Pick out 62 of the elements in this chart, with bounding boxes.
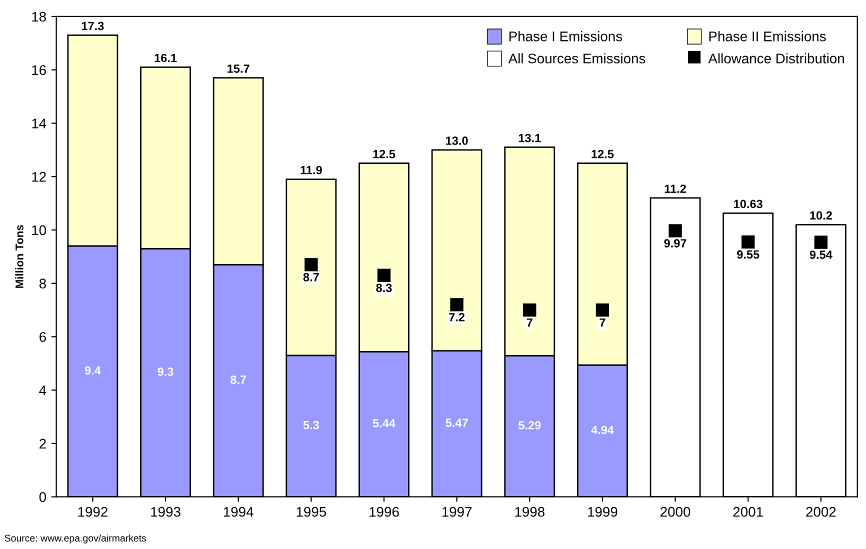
- total-label: 12.5: [373, 150, 396, 158]
- data-label: 7: [526, 318, 532, 327]
- total-label: 11.9: [300, 166, 322, 174]
- x-tick-label: 1993: [151, 506, 180, 517]
- total-label: 15.7: [228, 64, 250, 73]
- y-tick-label: 6: [40, 332, 46, 342]
- y-tick-label: 2: [40, 438, 46, 449]
- x-tick-label: 1992: [78, 506, 108, 517]
- total-label: 10.63: [734, 200, 762, 208]
- data-label: 5.3: [303, 420, 319, 430]
- total-label: 16.1: [154, 54, 177, 62]
- data-label: 5.44: [372, 419, 396, 428]
- y-tick-label: 14: [32, 118, 46, 128]
- x-tick-label: 1994: [224, 506, 254, 517]
- point: [668, 224, 682, 238]
- total-label: 13.1: [518, 134, 541, 142]
- data-label: 8.7: [230, 376, 246, 384]
- total-label: 12.5: [592, 150, 614, 158]
- legend-label: Phase I Emissions: [509, 31, 622, 42]
- point: [377, 268, 391, 282]
- y-tick-label: 0: [39, 492, 46, 502]
- x-tick-label: 1995: [296, 506, 326, 517]
- point: [742, 235, 755, 249]
- y-tick-label: 16: [32, 65, 46, 76]
- data-label: 8.7: [303, 272, 319, 282]
- y-axis-title: Million Tons: [15, 225, 24, 288]
- data-label: 9.55: [737, 250, 760, 259]
- x-tick-label: 2000: [660, 506, 690, 517]
- total-label: 17.3: [82, 22, 104, 30]
- data-label: 8.3: [376, 284, 392, 292]
- y-tick-label: 18: [32, 12, 46, 22]
- data-label: 5.47: [446, 418, 468, 428]
- y-tick-label: 12: [32, 172, 46, 182]
- point: [450, 298, 464, 312]
- point: [814, 236, 828, 249]
- point: [523, 303, 536, 317]
- x-tick-label: 2002: [806, 506, 836, 517]
- source-note: Source: www.epa.gov/airmarkets: [4, 534, 146, 544]
- total-label: 10.2: [810, 211, 832, 220]
- y-tick-label: 8: [39, 278, 46, 289]
- data-label: 9.4: [84, 366, 101, 375]
- x-tick-label: 1998: [515, 506, 544, 517]
- point: [304, 258, 318, 272]
- legend-label: Allowance Distribution: [708, 53, 844, 64]
- x-tick-label: 1997: [442, 506, 472, 517]
- point: [596, 303, 610, 317]
- data-label: 5.29: [518, 421, 541, 430]
- data-label: 4.94: [591, 426, 614, 434]
- x-tick-label: 2001: [733, 506, 763, 517]
- data-label: 9.97: [664, 239, 686, 248]
- data-label: 9.54: [810, 250, 832, 259]
- total-label: 13.0: [446, 136, 468, 145]
- x-tick-label: 1996: [370, 506, 399, 517]
- x-tick-label: 1999: [588, 506, 618, 517]
- y-tick-label: 10: [32, 225, 46, 236]
- data-label: 9.3: [158, 368, 174, 376]
- data-label: 7: [600, 318, 606, 327]
- legend-label: Phase II Emissions: [709, 31, 826, 42]
- legend-label: All Sources Emissions: [508, 53, 646, 64]
- y-tick-label: 4: [39, 386, 46, 396]
- data-label: 7.2: [449, 313, 465, 322]
- total-label: 11.2: [664, 184, 686, 193]
